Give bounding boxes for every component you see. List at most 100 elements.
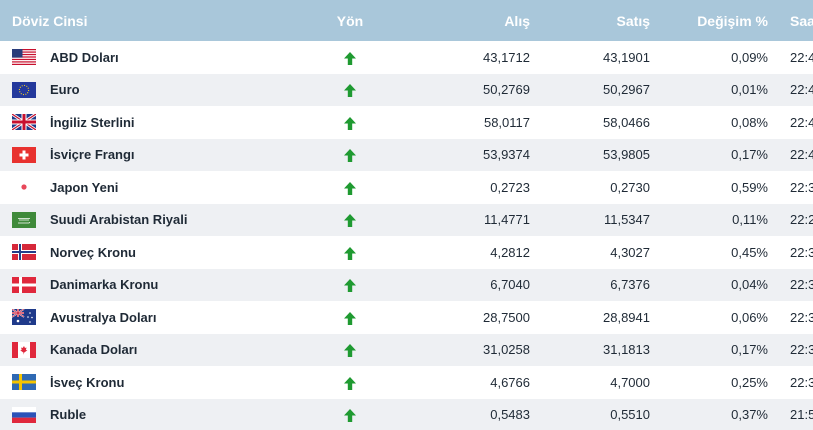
- time-value: 22:30: [790, 277, 813, 293]
- arrow-up-icon: [344, 376, 356, 390]
- table-row[interactable]: İngiliz Sterlini 58,0117 58,0466 0,08% 22:46: [0, 106, 813, 139]
- table-row[interactable]: Ruble 0,5483 0,5510 0,37% 21:59: [0, 398, 813, 430]
- change-value: 0,06%: [731, 309, 768, 325]
- arrow-up-icon: [344, 409, 356, 423]
- sell-value: 43,1901: [603, 49, 650, 65]
- table-row[interactable]: Avustralya Doları 28,7500 28,8941 0,06% 22:3…: [0, 301, 813, 334]
- arrow-up-icon: [344, 116, 356, 130]
- time-value: 22:30: [790, 342, 813, 358]
- currency-cell: Euro: [0, 74, 270, 107]
- sell-value: 0,2730: [610, 179, 650, 195]
- eu-flag-icon: [12, 81, 36, 98]
- currency-name[interactable]: Kanada Doları: [50, 342, 138, 358]
- currency-cell: Japon Yeni: [0, 171, 270, 204]
- sell-value: 28,8941: [603, 309, 650, 325]
- se-flag-icon: [12, 374, 36, 391]
- time-value: 22:46: [790, 114, 813, 130]
- currency-cell: İngiliz Sterlini: [0, 106, 270, 139]
- buy-value: 6,7040: [490, 277, 530, 293]
- sell-value: 31,1813: [603, 342, 650, 358]
- currency-name[interactable]: Euro: [50, 82, 80, 98]
- currency-name[interactable]: İngiliz Sterlini: [50, 114, 135, 130]
- jp-flag-icon: [12, 179, 36, 196]
- currency-name[interactable]: ABD Doları: [50, 49, 119, 65]
- direction-cell: [270, 41, 430, 74]
- currency-cell: Norveç Kronu: [0, 236, 270, 269]
- currency-name[interactable]: Avustralya Doları: [50, 309, 157, 325]
- table-row[interactable]: İsviçre Frangı 53,9374 53,9805 0,17% 22:46: [0, 138, 813, 172]
- sell-value: 50,2967: [603, 82, 650, 98]
- col-header-currency[interactable]: Döviz Cinsi: [12, 12, 88, 29]
- buy-value: 0,2723: [490, 179, 530, 195]
- currency-name[interactable]: Japon Yeni: [50, 179, 119, 195]
- arrow-up-icon: [344, 214, 356, 228]
- currency-cell: İsviçre Frangı: [0, 139, 270, 172]
- arrow-up-icon: [344, 149, 356, 163]
- currency-cell: Suudi Arabistan Riyali: [0, 204, 270, 237]
- sell-value: 4,3027: [610, 244, 650, 260]
- col-header-change[interactable]: Değişim %: [697, 12, 768, 29]
- currency-name[interactable]: İsviçre Frangı: [50, 147, 135, 163]
- currency-cell: İsveç Kronu: [0, 366, 270, 399]
- ca-flag-icon: [12, 341, 36, 358]
- direction-cell: [270, 204, 430, 237]
- col-header-direction[interactable]: Yön: [336, 12, 364, 29]
- sell-value: 58,0466: [603, 114, 650, 130]
- col-header-buy[interactable]: Alış: [504, 12, 530, 29]
- currency-name[interactable]: Suudi Arabistan Riyali: [50, 212, 188, 228]
- change-value: 0,25%: [731, 374, 768, 390]
- currency-cell: ABD Doları: [0, 41, 270, 74]
- change-value: 0,11%: [732, 212, 768, 228]
- time-value: 22:46: [790, 49, 813, 65]
- currency-name[interactable]: Norveç Kronu: [50, 244, 136, 260]
- currency-name[interactable]: Ruble: [50, 407, 87, 423]
- sa-flag-icon: [12, 211, 36, 228]
- currency-name[interactable]: Danimarka Kronu: [50, 277, 159, 293]
- direction-cell: [270, 171, 430, 204]
- arrow-up-icon: [344, 311, 356, 325]
- buy-value: 58,0117: [483, 114, 530, 130]
- direction-cell: [270, 236, 430, 269]
- arrow-up-icon: [344, 279, 356, 293]
- table-row[interactable]: Danimarka Kronu 6,7040 6,7376 0,04% 22:30: [0, 268, 813, 302]
- au-flag-icon: [12, 309, 36, 326]
- table-row[interactable]: Norveç Kronu 4,2812 4,3027 0,45% 22:30: [0, 236, 813, 269]
- change-value: 0,04%: [731, 277, 768, 293]
- no-flag-icon: [12, 244, 36, 261]
- col-header-time[interactable]: Saat: [790, 12, 813, 29]
- direction-cell: [270, 139, 430, 172]
- currency-name[interactable]: İsveç Kronu: [50, 374, 125, 390]
- col-header-sell[interactable]: Satış: [616, 12, 650, 29]
- buy-value: 31,0258: [483, 342, 530, 358]
- buy-value: 28,7500: [483, 309, 530, 325]
- table-row[interactable]: Euro 50,2769 50,2967 0,01% 22:46: [0, 73, 813, 107]
- time-value: 22:36: [790, 179, 813, 195]
- time-value: 22:24: [790, 212, 813, 228]
- change-value: 0,59%: [731, 179, 768, 195]
- table-row[interactable]: ABD Doları 43,1712 43,1901 0,09% 22:46: [0, 41, 813, 74]
- time-value: 22:46: [790, 82, 813, 98]
- currency-cell: Danimarka Kronu: [0, 269, 270, 302]
- direction-cell: [270, 74, 430, 107]
- arrow-up-icon: [344, 246, 356, 260]
- table-row[interactable]: İsveç Kronu 4,6766 4,7000 0,25% 22:30: [0, 366, 813, 399]
- change-value: 0,17%: [731, 342, 768, 358]
- buy-value: 53,9374: [483, 147, 530, 163]
- table-row[interactable]: Japon Yeni 0,2723 0,2730 0,59% 22:36: [0, 171, 813, 204]
- buy-value: 11,4771: [483, 212, 530, 228]
- time-value: 22:30: [790, 374, 813, 390]
- sell-value: 4,7000: [610, 374, 650, 390]
- currency-cell: Avustralya Doları: [0, 301, 270, 334]
- change-value: 0,08%: [731, 114, 768, 130]
- sell-value: 6,7376: [610, 277, 650, 293]
- table-row[interactable]: Kanada Doları 31,0258 31,1813 0,17% 22:30: [0, 333, 813, 367]
- direction-cell: [270, 269, 430, 302]
- change-value: 0,01%: [731, 82, 768, 98]
- direction-cell: [270, 334, 430, 367]
- dk-flag-icon: [12, 276, 36, 293]
- buy-value: 43,1712: [483, 49, 530, 65]
- sell-value: 0,5510: [610, 407, 650, 423]
- table-row[interactable]: Suudi Arabistan Riyali 11,4771 11,5347 0,11…: [0, 203, 813, 237]
- direction-cell: [270, 399, 430, 430]
